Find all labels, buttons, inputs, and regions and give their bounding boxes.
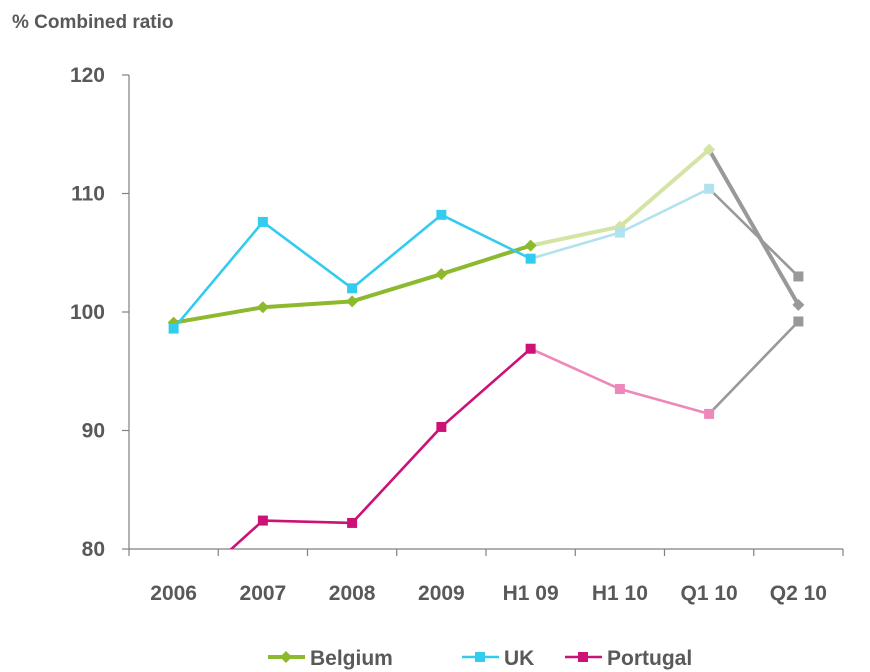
- series-line-segment: [229, 519, 265, 549]
- series-uk: [168, 183, 804, 334]
- data-point: [704, 183, 715, 194]
- data-point: [792, 298, 805, 311]
- chart-title: % Combined ratio: [12, 12, 174, 33]
- series-line-segment: [529, 347, 622, 391]
- series-line-segment: [528, 224, 622, 248]
- legend-label: Belgium: [310, 647, 393, 670]
- data-point: [614, 384, 625, 395]
- data-point: [524, 239, 537, 252]
- series-line-segment: [618, 187, 711, 234]
- series-line-segment: [261, 220, 354, 290]
- x-tick-label: Q2 10: [770, 582, 827, 605]
- x-tick-label: 2007: [240, 582, 287, 605]
- data-point: [703, 143, 716, 156]
- data-point: [436, 421, 447, 432]
- data-point: [347, 283, 358, 294]
- y-tick-label: 110: [71, 183, 105, 206]
- data-point: [168, 323, 179, 334]
- series-line-segment: [618, 387, 711, 416]
- legend-item-belgium: Belgium: [268, 647, 393, 670]
- data-point: [435, 268, 448, 281]
- legend-item-portugal: Portugal: [565, 647, 692, 670]
- series-line-segment: [172, 220, 265, 330]
- data-point: [256, 301, 269, 314]
- series-line-segment: [171, 305, 265, 325]
- series-line-segment: [440, 213, 532, 260]
- series-line-segment: [617, 147, 712, 229]
- data-point: [704, 408, 715, 419]
- series-line-segment: [261, 519, 354, 525]
- data-point: [436, 209, 447, 220]
- x-tick-label: 2009: [418, 582, 465, 605]
- data-point: [257, 216, 268, 227]
- series-line-segment: [350, 213, 443, 290]
- series-portugal: [229, 316, 804, 549]
- data-point: [614, 227, 625, 238]
- series-line-segment: [260, 299, 355, 310]
- series-line-segment: [350, 425, 443, 525]
- x-tick-label: Q1 10: [681, 582, 738, 605]
- y-tick-label: 80: [82, 538, 105, 561]
- y-tick-label: 100: [70, 301, 105, 324]
- legend-label: UK: [504, 647, 534, 670]
- legend-marker: [475, 652, 485, 662]
- y-tick-label: 90: [82, 420, 105, 443]
- data-point: [793, 271, 804, 282]
- data-point: [525, 343, 536, 354]
- legend-marker: [578, 652, 588, 662]
- y-tick-label: 120: [70, 64, 105, 87]
- series-line-segment: [440, 347, 532, 429]
- data-point: [346, 295, 359, 308]
- series-line-segment: [439, 243, 533, 277]
- data-point: [257, 515, 268, 526]
- data-point: [793, 316, 804, 327]
- series-line-segment: [707, 187, 800, 278]
- plot-area: [167, 143, 805, 549]
- x-tick-label: H1 09: [503, 582, 559, 605]
- series-line-segment: [350, 272, 444, 304]
- data-point: [525, 253, 536, 264]
- data-point: [347, 517, 358, 528]
- legend-label: Portugal: [607, 647, 692, 670]
- series-line-segment: [707, 147, 801, 307]
- series-line-segment: [529, 231, 622, 260]
- x-tick-label: 2008: [329, 582, 376, 605]
- x-tick-label: 2006: [150, 582, 197, 605]
- x-tick-label: H1 10: [592, 582, 648, 605]
- series-line-segment: [707, 320, 800, 416]
- legend-marker: [280, 651, 292, 663]
- legend-item-uk: UK: [462, 647, 534, 670]
